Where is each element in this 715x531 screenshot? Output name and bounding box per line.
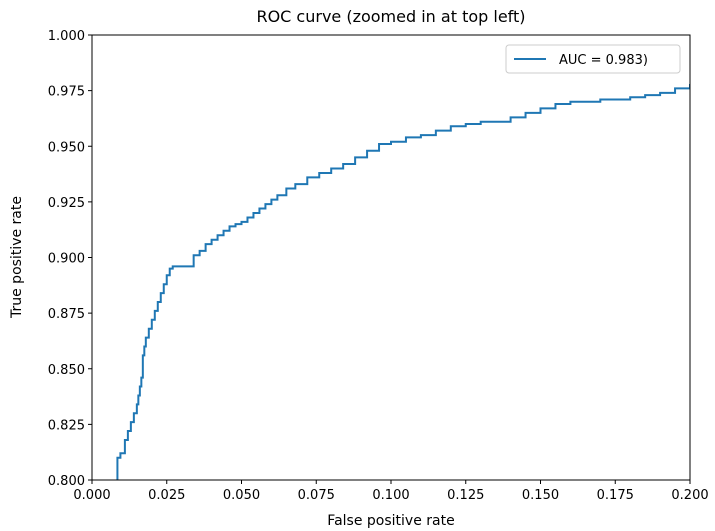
x-tick-label: 0.175 [597,488,634,503]
y-axis: 0.800 0.825 0.850 0.875 0.900 0.925 0.950 0.975… [48,29,92,489]
y-tick-label: 0.850 [48,363,85,378]
x-tick-label: 0.150 [522,488,559,503]
x-tick-label: 0.100 [372,488,409,503]
x-tick-label: 0.075 [298,488,335,503]
y-axis-label: True positive rate [9,196,25,319]
plot-area [116,83,690,480]
y-tick-label: 0.825 [48,418,85,433]
legend-label: AUC = 0.983) [559,53,648,68]
legend-box [505,44,681,74]
x-tick-label: 0.050 [223,488,260,503]
x-axis-label: False positive rate [327,513,454,529]
y-tick-label: 0.925 [48,196,85,211]
y-tick-label: 0.800 [48,474,85,489]
legend: AUC = 0.983) [505,44,681,74]
y-tick-label: 0.900 [48,252,85,267]
x-tick-label: 0.000 [73,488,110,503]
y-tick-label: 0.875 [48,307,85,322]
y-tick-label: 0.950 [48,140,85,155]
series-line-0 [116,83,690,480]
x-tick-label: 0.200 [671,488,708,503]
x-axis: 0.000 0.025 0.050 0.075 0.100 0.125 0.150 0.175… [73,480,709,503]
y-tick-label: 1.000 [48,29,85,44]
x-tick-label: 0.025 [148,488,185,503]
chart-title: ROC curve (zoomed in at top left) [256,7,525,26]
x-tick-label: 0.125 [447,488,484,503]
y-tick-label: 0.975 [48,85,85,100]
